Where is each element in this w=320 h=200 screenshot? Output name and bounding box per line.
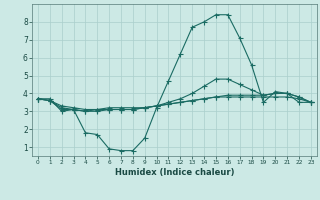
X-axis label: Humidex (Indice chaleur): Humidex (Indice chaleur) [115, 168, 234, 177]
